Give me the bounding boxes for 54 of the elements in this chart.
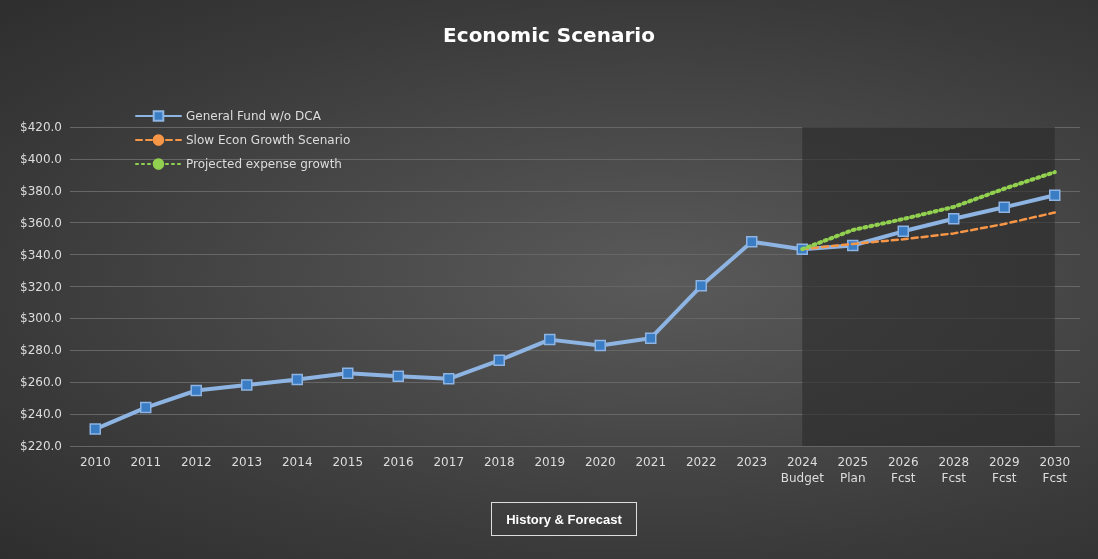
x-tick-label: 2028 Fcst xyxy=(938,455,970,485)
point xyxy=(89,423,101,435)
legend-label: Projected expense growth xyxy=(186,157,342,171)
point xyxy=(645,332,657,344)
point xyxy=(291,373,303,386)
y-tick-label: $400.0 xyxy=(20,151,62,166)
y-tick-label: $420.0 xyxy=(20,120,62,134)
point xyxy=(443,373,455,385)
point xyxy=(392,370,404,382)
x-tick-label: 2024 Budget xyxy=(780,455,825,485)
point xyxy=(140,401,152,414)
x-tick-label: 2022 xyxy=(685,455,717,469)
point xyxy=(948,212,960,225)
point xyxy=(746,236,758,248)
x-tick-label: 2026 Fcst xyxy=(887,455,919,485)
legend-label: General Fund w/o DCA xyxy=(186,109,322,123)
point xyxy=(897,225,909,238)
y-tick-label: $220.0 xyxy=(20,439,62,453)
x-tick-label: 2025 Plan xyxy=(837,455,869,485)
x-tick-label: 2019 xyxy=(534,455,566,469)
y-tick-label: $280.0 xyxy=(20,343,62,358)
x-tick-label: 2020 xyxy=(584,455,616,469)
x-tick-label: 2018 xyxy=(483,455,515,469)
x-tick-label: 2015 xyxy=(332,455,364,469)
y-tick-label: $300.0 xyxy=(20,311,62,326)
x-tick-label: 2014 xyxy=(281,455,313,469)
x-tick-label: 2010 xyxy=(79,455,111,469)
y-tick-label: $380.0 xyxy=(20,183,62,198)
point xyxy=(695,280,707,292)
point xyxy=(594,339,606,352)
y-tick-label: $340.0 xyxy=(20,247,62,262)
point xyxy=(544,333,556,346)
chart-title: Economic Scenario xyxy=(443,23,655,47)
x-tick-label: 2013 xyxy=(231,455,263,469)
x-tick-label: 2029 Fcst xyxy=(988,455,1020,485)
x-tick-label: 2030 Fcst xyxy=(1039,455,1071,485)
x-axis-title: History & Forecast xyxy=(491,502,637,536)
x-tick-label: 2011 xyxy=(130,455,162,469)
x-tick-label: 2012 xyxy=(180,455,212,469)
y-tick-label: $360.0 xyxy=(20,215,62,230)
point xyxy=(342,367,354,380)
point xyxy=(493,354,505,367)
point xyxy=(190,384,202,397)
legend-label: Slow Econ Growth Scenario xyxy=(186,133,351,147)
x-tick-label: 2023 xyxy=(736,455,768,469)
point xyxy=(241,379,253,391)
point xyxy=(1049,189,1061,202)
y-tick-label: $260.0 xyxy=(20,375,62,390)
point xyxy=(998,201,1010,213)
y-tick-label: $240.0 xyxy=(20,407,62,422)
x-tick-label: 2017 xyxy=(433,455,465,469)
x-tick-label: 2021 xyxy=(635,455,667,469)
x-tick-label: 2016 xyxy=(382,455,414,469)
y-tick-label: $320.0 xyxy=(20,279,62,294)
